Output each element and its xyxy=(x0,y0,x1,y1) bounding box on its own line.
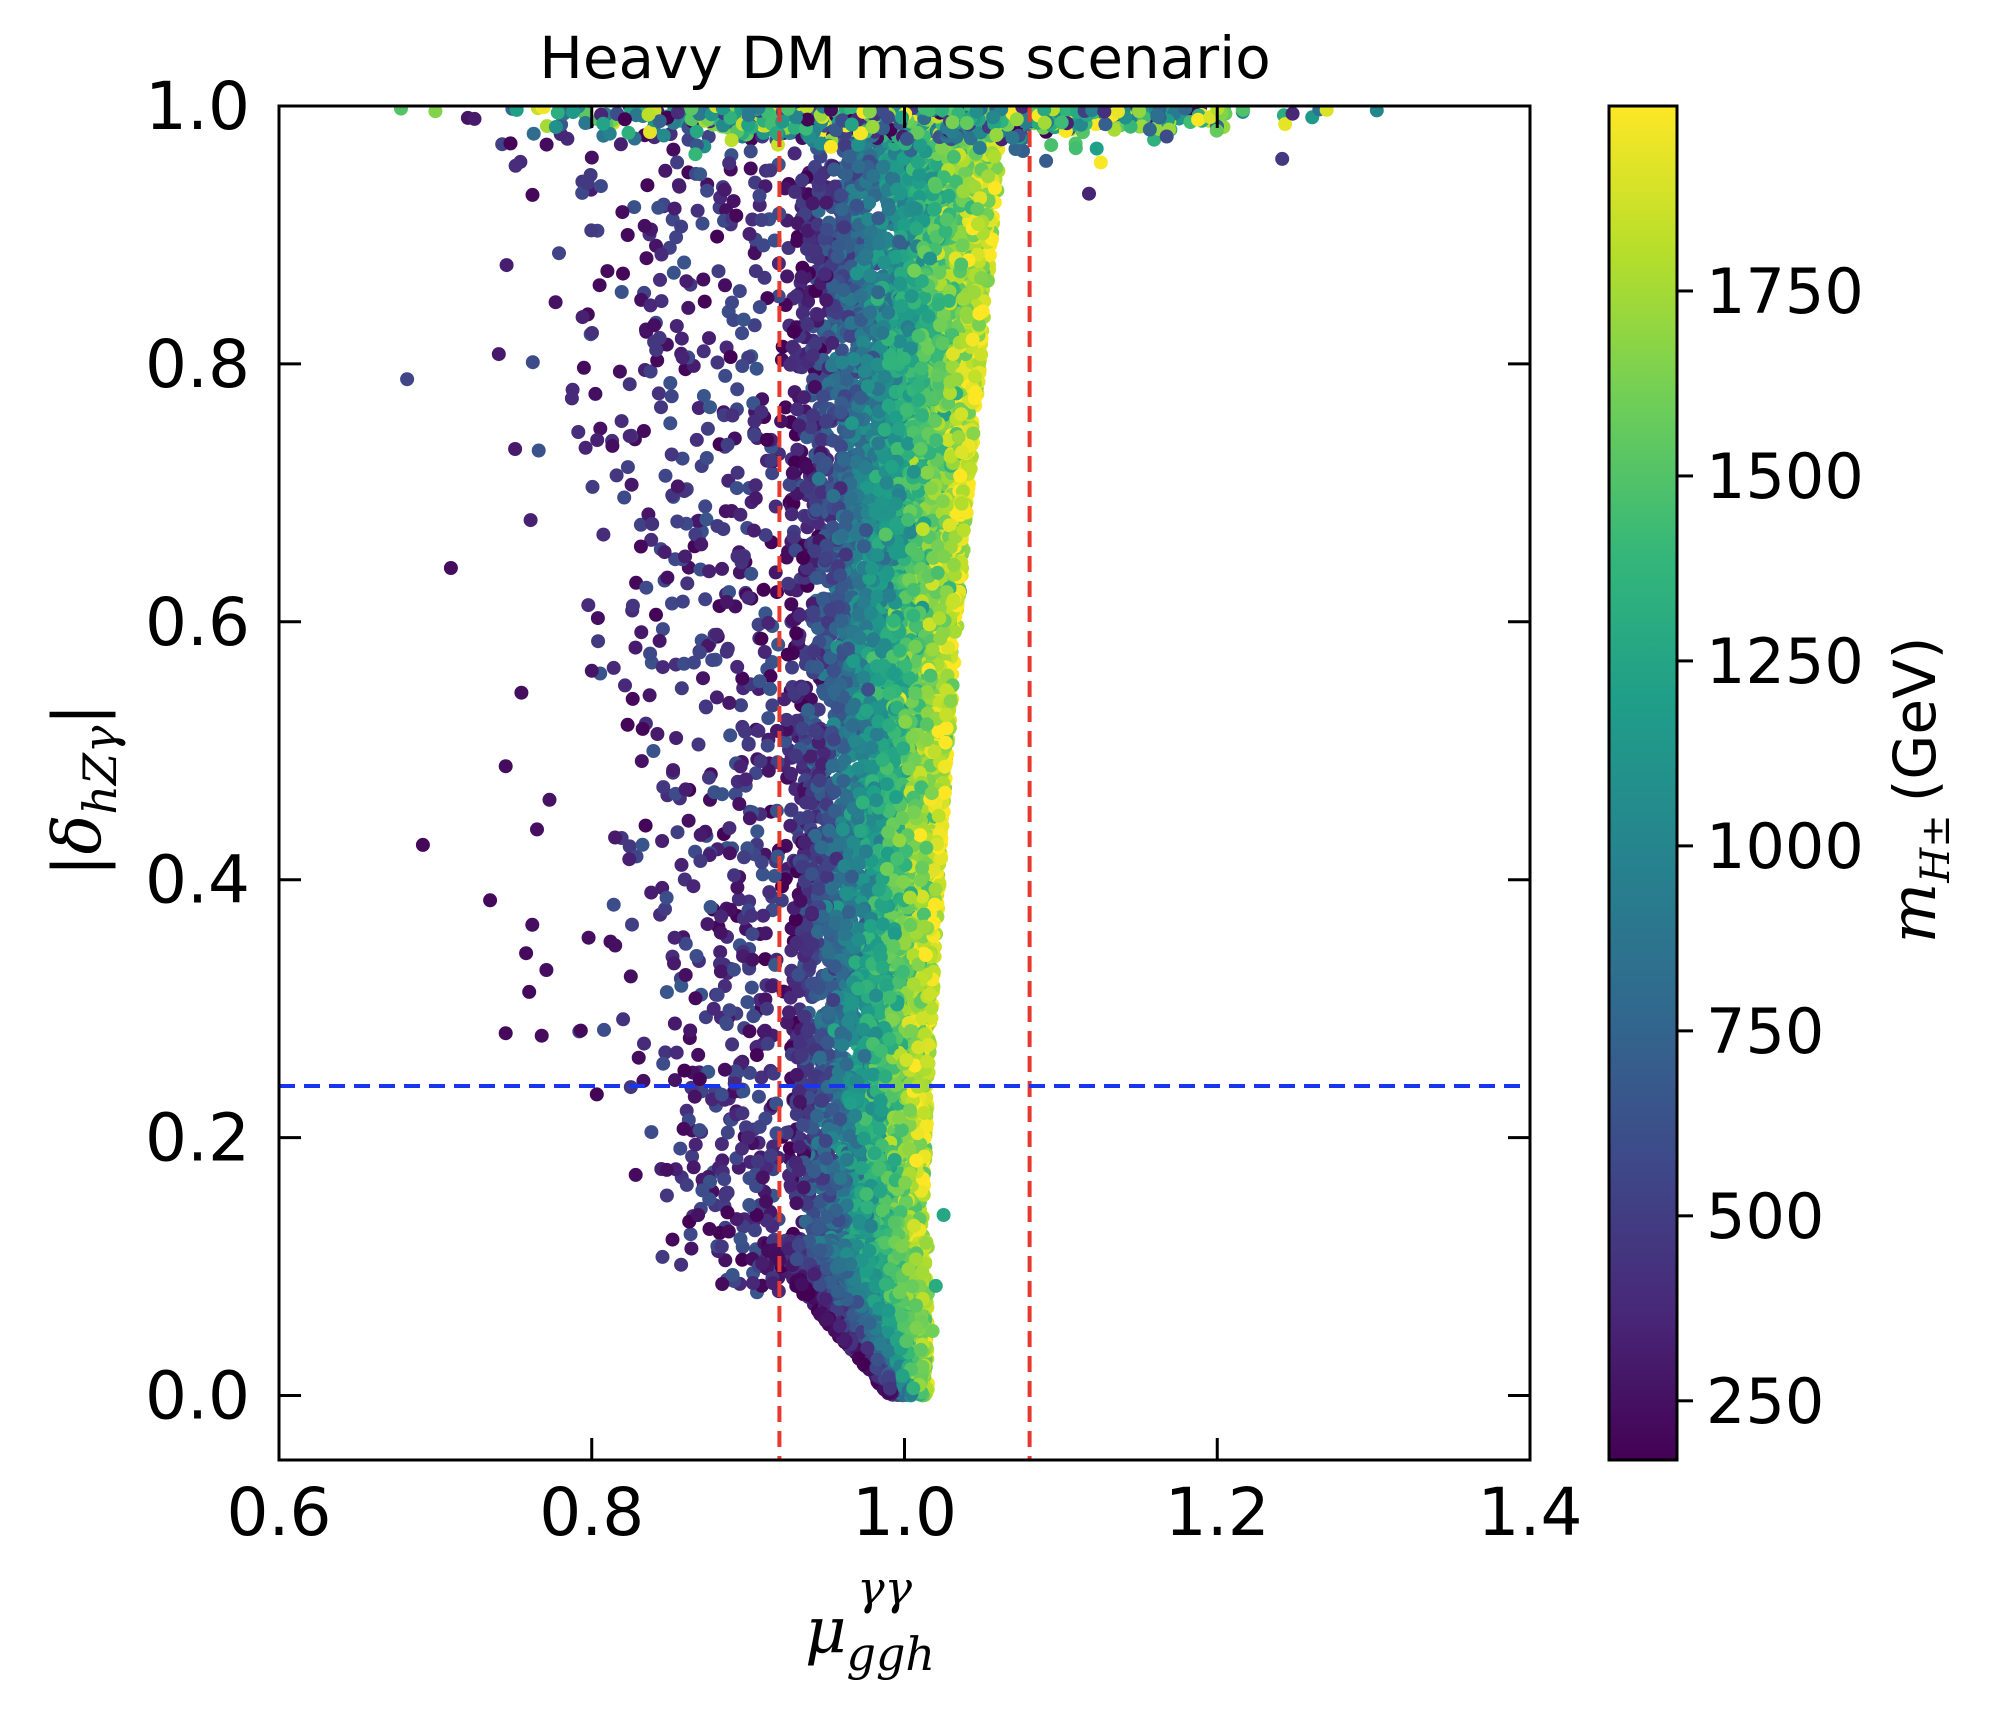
scatter-point xyxy=(780,269,795,284)
scatter-points xyxy=(394,106,1384,1403)
scatter-point xyxy=(785,660,799,675)
chart-title: Heavy DM mass scenario xyxy=(539,24,1271,92)
scatter-point xyxy=(778,400,793,415)
scatter-point xyxy=(784,597,799,612)
scatter-point xyxy=(790,233,805,248)
scatter-point xyxy=(781,576,796,591)
scatter-point xyxy=(783,818,798,833)
